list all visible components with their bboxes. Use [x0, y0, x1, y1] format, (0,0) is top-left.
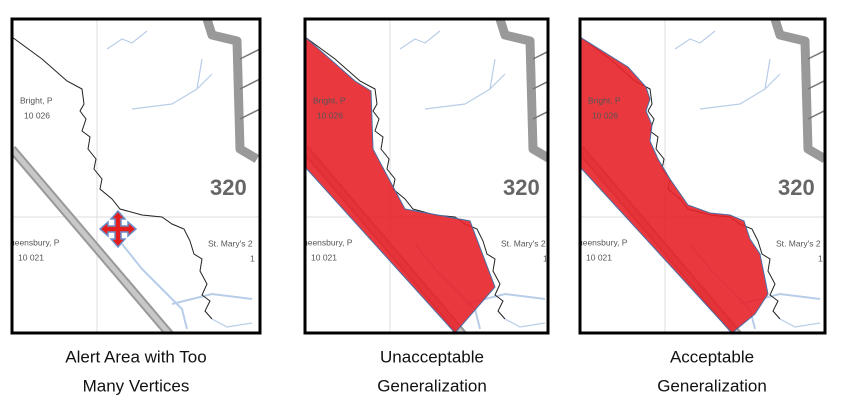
caption-line: Generalization — [377, 376, 487, 395]
township-label: ueensbury, P — [10, 237, 60, 247]
stream — [399, 30, 506, 110]
township-code: 10 026 — [592, 110, 618, 120]
township-code: 10 021 — [311, 252, 337, 262]
township-code: 1 — [543, 253, 548, 263]
map-panel: Bright, P 10 026 320 ueensbury, P 10 021 St. … — [303, 17, 550, 335]
rail-notches — [532, 50, 548, 120]
map-background — [12, 19, 260, 333]
caption-line: Generalization — [657, 376, 767, 395]
rail — [202, 19, 260, 163]
panel-frame — [303, 17, 550, 335]
panel-frame — [578, 17, 827, 335]
township-label: St. Mary's 2 — [776, 238, 821, 248]
township-label: St. Mary's 2 — [501, 238, 546, 248]
boundary — [12, 36, 213, 320]
panel-frame — [10, 17, 262, 335]
caption-line: Alert Area with Too — [65, 347, 206, 366]
township-code: 10 021 — [18, 252, 44, 262]
highway-core — [12, 147, 172, 333]
map-content: Bright, P 10 026 320 ueensbury, P 10 021 St. … — [303, 19, 548, 333]
rail — [770, 19, 825, 163]
township-code: 1 — [818, 253, 823, 263]
stream — [779, 318, 821, 328]
rail — [495, 19, 548, 163]
township-label: Bright, P — [588, 95, 621, 105]
caption-line: Many Vertices — [83, 376, 190, 395]
map-panel: Bright, P 10 026 320 ueensbury, P 10 021 St. … — [10, 17, 262, 335]
township-code: 10 021 — [586, 252, 612, 262]
stream — [504, 318, 546, 328]
move-cursor — [98, 209, 138, 249]
map-number: 320 — [210, 175, 247, 200]
township-code: 1 — [250, 253, 255, 263]
township-code: 10 026 — [317, 110, 343, 120]
stream — [674, 30, 781, 110]
map-number: 320 — [778, 175, 815, 200]
stream — [211, 318, 253, 328]
cursor-arrows — [98, 209, 138, 249]
stream — [121, 243, 253, 330]
map-number: 320 — [503, 175, 540, 200]
township-label: ueensbury, P — [303, 237, 353, 247]
township-label: Bright, P — [20, 95, 53, 105]
alert-area — [305, 36, 496, 333]
township-label: Bright, P — [313, 95, 346, 105]
map-content: Bright, P 10 026 320 ueensbury, P 10 021 St. … — [10, 19, 260, 333]
alert-area — [580, 36, 769, 333]
boundary — [305, 36, 506, 320]
map-content: Bright, P 10 026 320 ueensbury, P 10 021 St. … — [578, 19, 825, 333]
rail-notches — [239, 48, 260, 120]
township-label: ueensbury, P — [578, 237, 628, 247]
township-code: 10 026 — [24, 110, 50, 120]
stream — [106, 30, 213, 110]
township-label: St. Mary's 2 — [208, 238, 253, 248]
map-panel: Bright, P 10 026 320 ueensbury, P 10 021 St. … — [578, 17, 827, 335]
caption-line: Acceptable — [670, 347, 754, 366]
caption-line: Unacceptable — [380, 347, 484, 366]
